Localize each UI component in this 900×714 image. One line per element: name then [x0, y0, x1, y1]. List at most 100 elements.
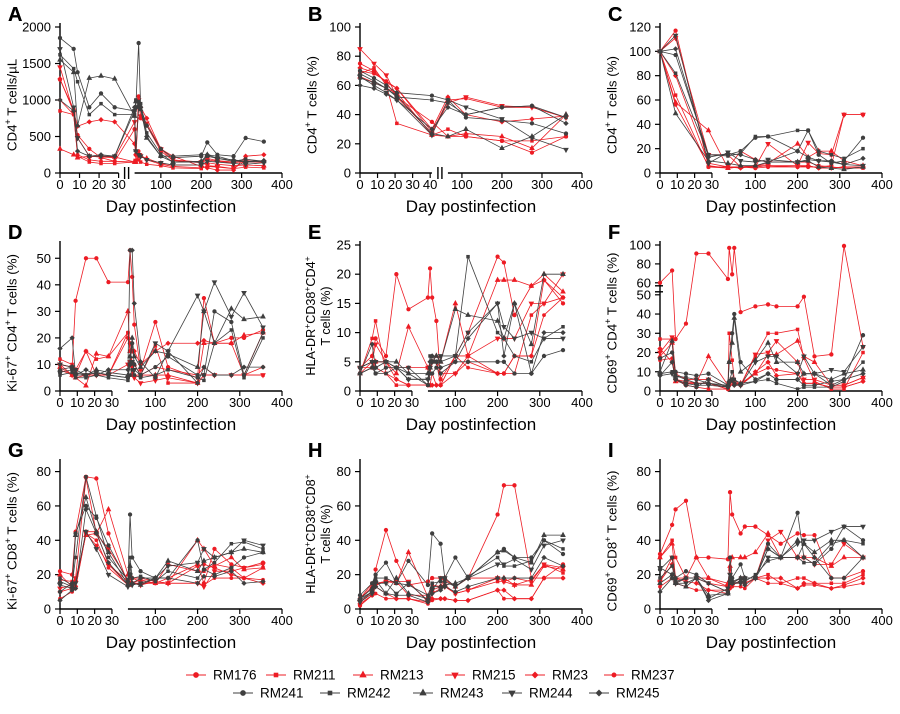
svg-text:0: 0: [356, 177, 363, 192]
svg-text:30: 30: [637, 326, 651, 341]
svg-text:RM176: RM176: [213, 667, 257, 682]
svg-text:80: 80: [637, 256, 651, 271]
svg-text:0: 0: [44, 166, 51, 181]
svg-text:2000: 2000: [22, 20, 51, 35]
svg-text:10: 10: [337, 325, 351, 340]
svg-text:Day postinfection: Day postinfection: [706, 415, 836, 434]
svg-text:RM213: RM213: [380, 667, 424, 682]
svg-text:RM237: RM237: [631, 667, 675, 682]
svg-text:100: 100: [145, 395, 167, 410]
svg-text:1500: 1500: [22, 56, 51, 71]
svg-text:0: 0: [656, 177, 663, 192]
svg-text:RM242: RM242: [347, 685, 391, 700]
svg-text:0: 0: [644, 166, 651, 181]
svg-text:100: 100: [145, 613, 167, 628]
svg-text:300: 300: [229, 613, 251, 628]
svg-text:20: 20: [388, 177, 402, 192]
svg-text:30: 30: [705, 395, 719, 410]
svg-text:300: 300: [829, 395, 851, 410]
svg-text:0: 0: [44, 384, 51, 399]
svg-text:30: 30: [105, 395, 119, 410]
svg-text:400: 400: [571, 613, 593, 628]
svg-text:100: 100: [629, 44, 651, 59]
svg-text:10: 10: [70, 395, 84, 410]
svg-text:20: 20: [387, 613, 401, 628]
svg-text:0: 0: [656, 613, 663, 628]
svg-text:20: 20: [687, 177, 701, 192]
svg-text:80: 80: [337, 464, 351, 479]
svg-text:400: 400: [571, 177, 593, 192]
svg-text:10: 10: [37, 357, 51, 372]
svg-text:20: 20: [387, 395, 401, 410]
svg-text:300: 300: [229, 395, 251, 410]
svg-text:100: 100: [445, 395, 467, 410]
svg-text:10: 10: [370, 395, 384, 410]
svg-text:200: 200: [187, 395, 209, 410]
svg-text:60: 60: [337, 498, 351, 513]
svg-text:Day postinfection: Day postinfection: [706, 197, 836, 216]
svg-text:100: 100: [745, 177, 767, 192]
svg-text:0: 0: [356, 395, 363, 410]
svg-text:300: 300: [531, 177, 553, 192]
svg-text:0: 0: [644, 602, 651, 617]
svg-text:20: 20: [337, 267, 351, 282]
svg-text:10: 10: [637, 364, 651, 379]
svg-text:400: 400: [871, 395, 893, 410]
svg-text:30: 30: [705, 613, 719, 628]
svg-text:40: 40: [37, 533, 51, 548]
svg-text:0: 0: [44, 602, 51, 617]
svg-text:400: 400: [271, 395, 293, 410]
svg-text:100: 100: [445, 613, 467, 628]
svg-text:30: 30: [705, 177, 719, 192]
svg-text:60: 60: [637, 275, 651, 290]
svg-text:0: 0: [56, 177, 63, 192]
svg-text:300: 300: [231, 177, 253, 192]
svg-text:200: 200: [787, 395, 809, 410]
svg-text:Day postinfection: Day postinfection: [106, 633, 236, 652]
svg-text:20: 20: [637, 345, 651, 360]
svg-text:100: 100: [745, 613, 767, 628]
svg-text:20: 20: [337, 136, 351, 151]
svg-text:0: 0: [56, 395, 63, 410]
svg-text:200: 200: [187, 613, 209, 628]
svg-text:Day postinfection: Day postinfection: [106, 415, 236, 434]
svg-text:RM243: RM243: [440, 685, 484, 700]
svg-text:60: 60: [337, 78, 351, 93]
svg-text:200: 200: [190, 177, 212, 192]
svg-text:20: 20: [687, 395, 701, 410]
svg-text:Day postinfection: Day postinfection: [106, 197, 236, 216]
svg-text:RM244: RM244: [529, 685, 573, 700]
svg-text:80: 80: [37, 464, 51, 479]
svg-text:0: 0: [344, 384, 351, 399]
svg-text:200: 200: [491, 177, 513, 192]
svg-text:Day postinfection: Day postinfection: [706, 633, 836, 652]
svg-text:300: 300: [829, 613, 851, 628]
svg-text:0: 0: [344, 166, 351, 181]
svg-text:0: 0: [356, 613, 363, 628]
svg-text:100: 100: [451, 177, 473, 192]
svg-text:400: 400: [271, 613, 293, 628]
svg-text:200: 200: [787, 177, 809, 192]
svg-text:RM215: RM215: [472, 667, 516, 682]
svg-text:10: 10: [670, 613, 684, 628]
svg-text:60: 60: [637, 93, 651, 108]
svg-text:40: 40: [337, 533, 351, 548]
svg-text:200: 200: [487, 613, 509, 628]
svg-text:5: 5: [344, 354, 351, 369]
svg-text:30: 30: [405, 177, 419, 192]
svg-text:25: 25: [337, 238, 351, 253]
svg-text:0: 0: [344, 602, 351, 617]
svg-text:200: 200: [487, 395, 509, 410]
svg-text:20: 20: [37, 567, 51, 582]
svg-text:10: 10: [670, 177, 684, 192]
svg-text:30: 30: [405, 613, 419, 628]
svg-text:500: 500: [29, 129, 51, 144]
svg-text:100: 100: [150, 177, 172, 192]
svg-text:20: 20: [687, 613, 701, 628]
svg-text:10: 10: [70, 613, 84, 628]
svg-text:20: 20: [87, 613, 101, 628]
svg-text:40: 40: [637, 307, 651, 322]
svg-text:400: 400: [571, 395, 593, 410]
svg-text:0: 0: [644, 384, 651, 399]
svg-text:200: 200: [787, 613, 809, 628]
